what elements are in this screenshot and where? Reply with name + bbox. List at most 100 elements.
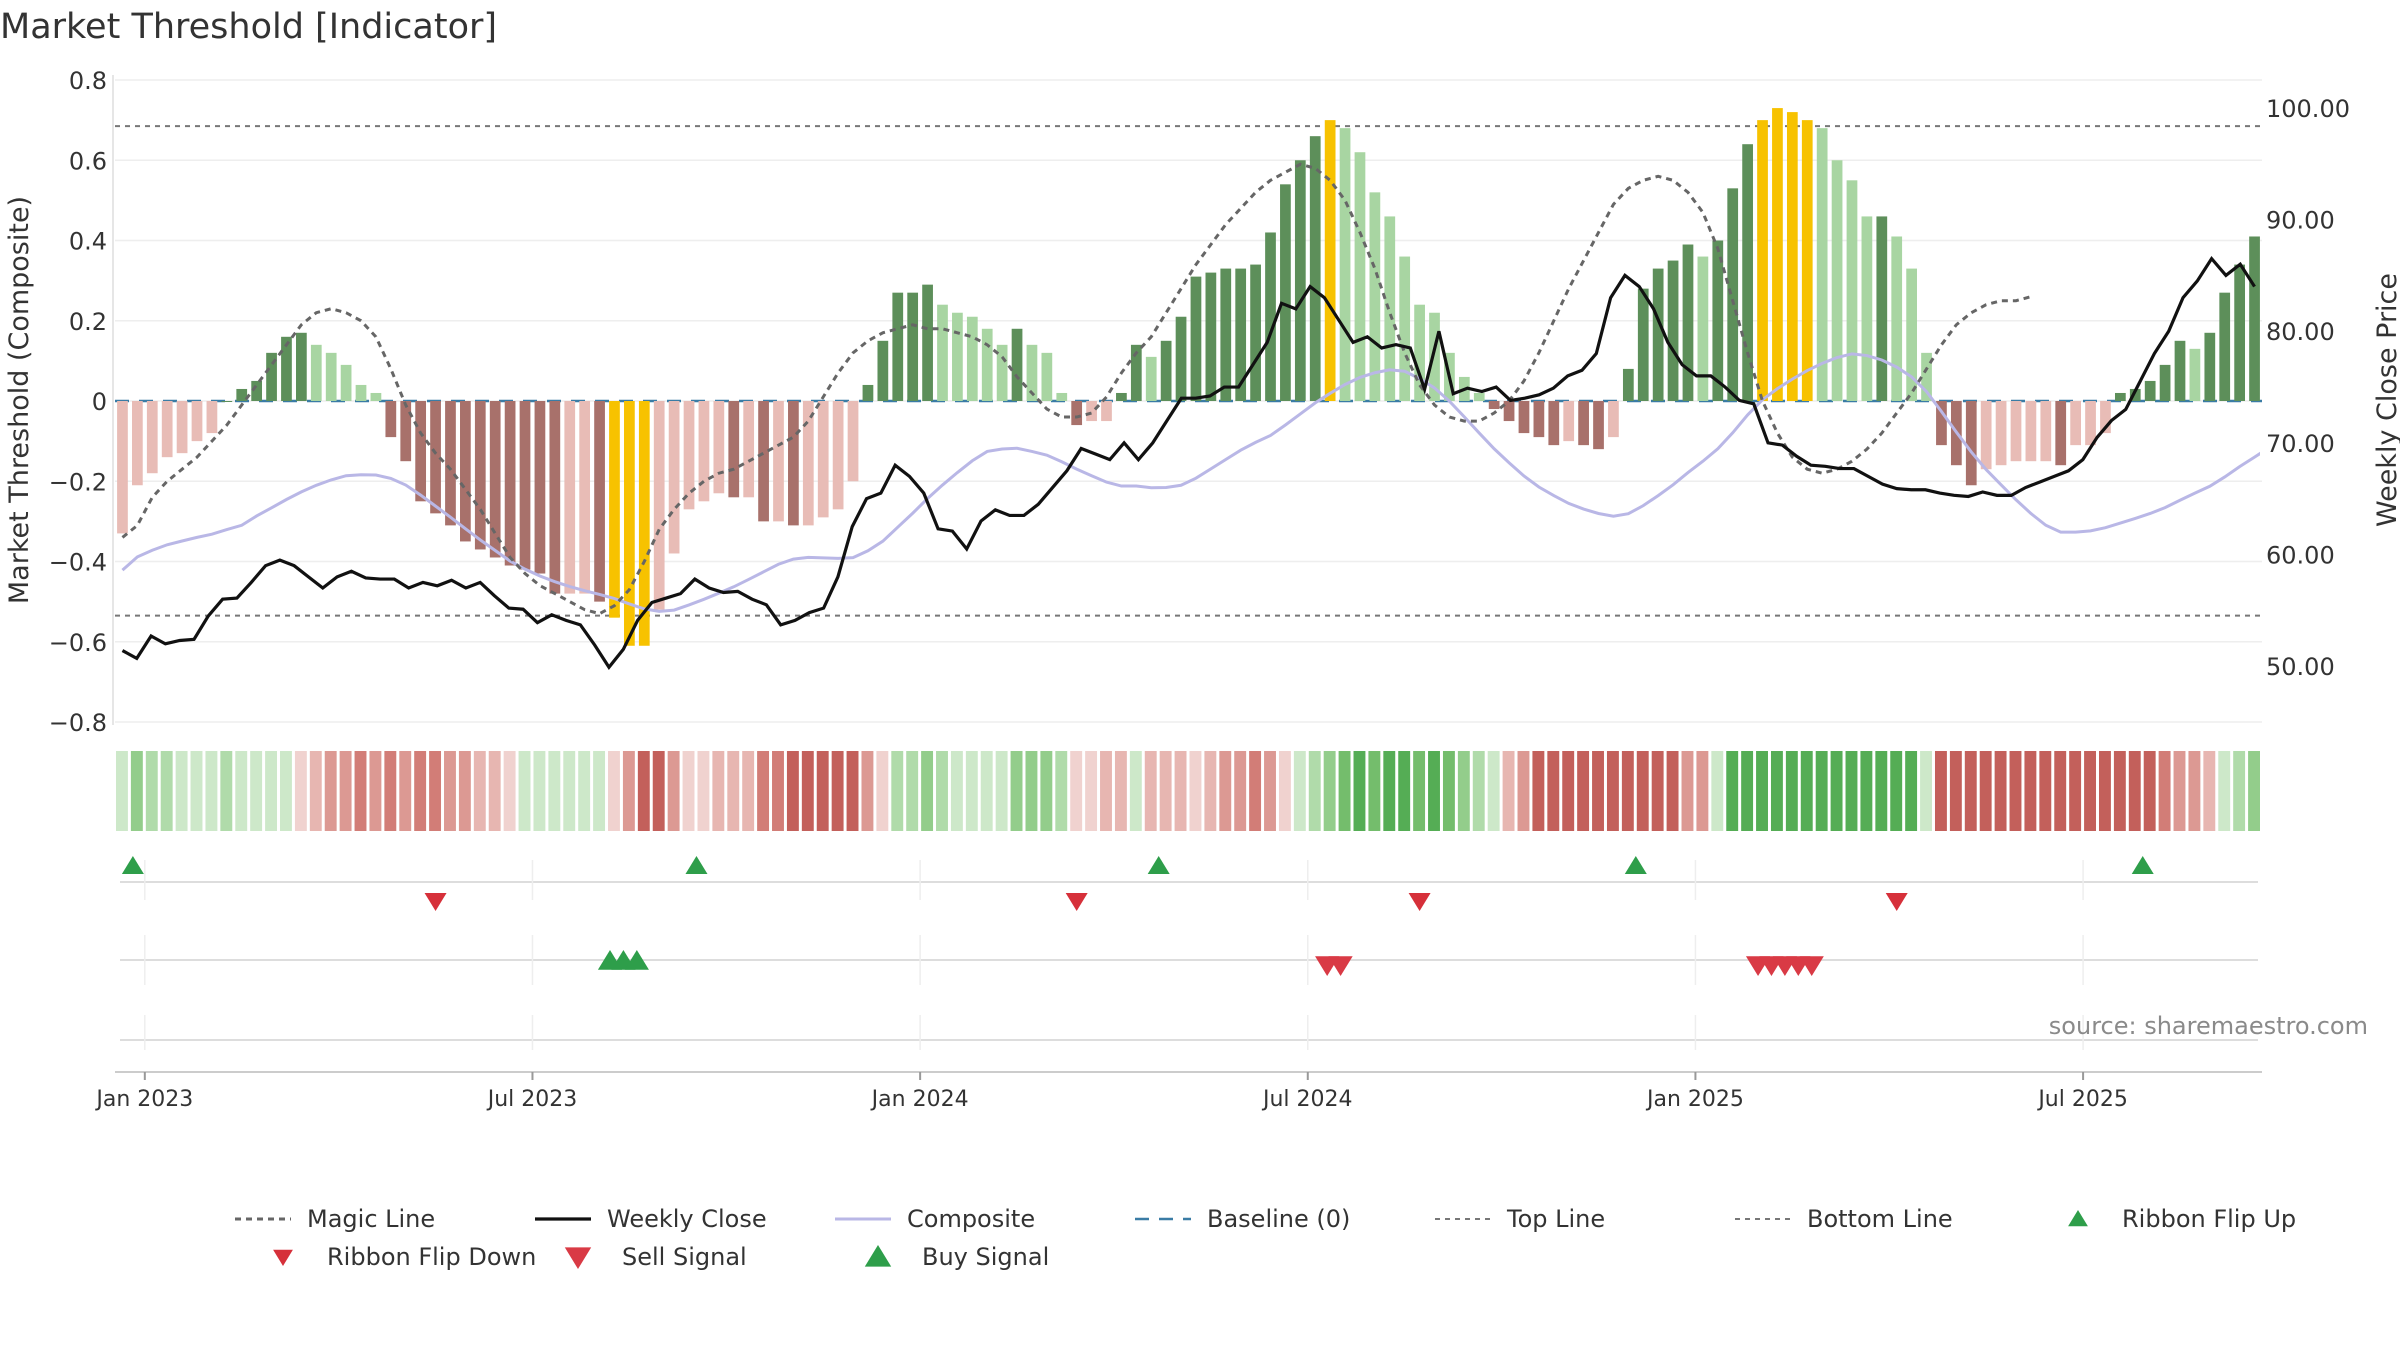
buy-signal-marker [624, 950, 649, 970]
composite-bar [609, 401, 620, 618]
ribbon-cell [1785, 751, 1798, 831]
composite-bar [415, 401, 427, 502]
legend-label: Magic Line [307, 1205, 435, 1233]
ribbon-cell [473, 751, 486, 831]
composite-bar [1801, 120, 1813, 401]
ribbon-cell [354, 751, 367, 831]
composite-bar [1578, 401, 1589, 446]
right-tick-label: 60.00 [2266, 542, 2335, 570]
ribbon-cell [429, 751, 442, 831]
composite-bar [1891, 236, 1903, 401]
composite-bar [2219, 292, 2231, 401]
composite-bar [1175, 316, 1187, 401]
composite-bar [1936, 401, 1947, 446]
threshold-lines [115, 125, 2262, 617]
ribbon-cell [861, 751, 874, 831]
right-y-ticks: 100.00 90.00 80.00 70.00 60.00 50.00 [2266, 95, 2350, 681]
composite-bar [355, 384, 367, 401]
composite-bar [1652, 268, 1664, 401]
ribbon-cell [235, 751, 248, 831]
ribbon-cell [2218, 751, 2231, 831]
composite-bar [1742, 144, 1753, 401]
ribbon-cell [1621, 751, 1634, 831]
ribbon-cell [1144, 751, 1157, 831]
x-tick-label: Jul 2023 [486, 1087, 578, 1112]
composite-bar [1831, 160, 1843, 401]
composite-bar [564, 401, 576, 594]
composite-bar [847, 401, 859, 482]
ribbon-cell [1010, 751, 1023, 831]
composite-bar [2264, 232, 2275, 401]
ribbon-cell [608, 751, 620, 831]
composite-bar [430, 401, 441, 514]
composite-bar [1861, 216, 1873, 401]
composite-bar [728, 401, 740, 498]
composite-bar [1772, 108, 1783, 402]
composite-bar [2144, 380, 2156, 401]
ribbon-cell [1398, 751, 1411, 831]
composite-bar [594, 401, 605, 602]
right-tick-label: 100.00 [2266, 95, 2350, 123]
ribbon-cell [1532, 751, 1545, 831]
composite-bar [996, 344, 1008, 401]
composite-bar [2055, 401, 2067, 466]
composite-bar [743, 401, 755, 498]
composite-bar [1220, 268, 1232, 401]
ribbon-cell [1890, 751, 1903, 831]
composite-bar [1563, 401, 1575, 442]
ribbon-cell [250, 751, 263, 831]
ribbon-cell [816, 751, 829, 831]
composite-bar [638, 401, 650, 646]
ribbon-cell [1264, 751, 1276, 831]
composite-bar [2040, 401, 2052, 462]
ribbon-cell [637, 751, 650, 831]
ribbon-cell [1696, 751, 1709, 831]
composite-bar [1727, 188, 1739, 401]
composite-bar [817, 401, 829, 518]
ribbon-cell [1606, 751, 1619, 831]
ribbon-cell [980, 751, 993, 831]
composite-bar [1503, 401, 1515, 422]
ribbon-cell [2233, 751, 2246, 831]
ribbon-cell [399, 751, 412, 831]
ribbon-cell [1070, 751, 1083, 831]
ribbon-cell [2024, 751, 2037, 831]
ribbon-cell [1219, 751, 1232, 831]
ribbon-cell [1278, 751, 1291, 831]
composite-bar [1071, 401, 1083, 426]
composite-bar [1205, 272, 1217, 401]
left-tick-label: 0 [92, 388, 107, 416]
composite-bar [907, 292, 919, 401]
ribbon-cell [175, 751, 188, 831]
ribbon-flip-up-marker [685, 856, 708, 874]
ribbon-cell [1577, 751, 1590, 831]
composite-bar [1116, 392, 1127, 401]
composite-bar [2234, 264, 2246, 401]
composite-bar [460, 401, 471, 542]
ribbon-cell [414, 751, 427, 831]
composite-bar [1309, 136, 1321, 402]
left-tick-label: 0.2 [69, 308, 107, 336]
composite-bar [1160, 340, 1172, 401]
composite-bar [1667, 260, 1679, 401]
ribbon-cell [786, 751, 799, 831]
composite-bar [131, 401, 143, 486]
ribbon-cell [1234, 751, 1247, 831]
composite-bar [1906, 268, 1917, 401]
legend-label: Sell Signal [622, 1243, 747, 1271]
ribbon-cell [1815, 751, 1828, 831]
composite-bar [161, 401, 173, 458]
composite-bar [698, 401, 710, 502]
composite-bar [206, 401, 218, 434]
composite-bar [773, 401, 784, 522]
weekly-close-line [121, 255, 2256, 671]
x-tick-label: Jan 2025 [1645, 1087, 1744, 1112]
composite-bar [922, 284, 933, 401]
ribbon-cell [1711, 751, 1724, 831]
x-tick-label: Jul 2024 [1261, 1087, 1353, 1112]
composite-bar [251, 380, 263, 401]
ribbon-flip-up-marker [121, 856, 144, 874]
ribbon-cell [280, 751, 292, 831]
ribbon-cell [563, 751, 576, 831]
composite-bar [952, 312, 963, 401]
